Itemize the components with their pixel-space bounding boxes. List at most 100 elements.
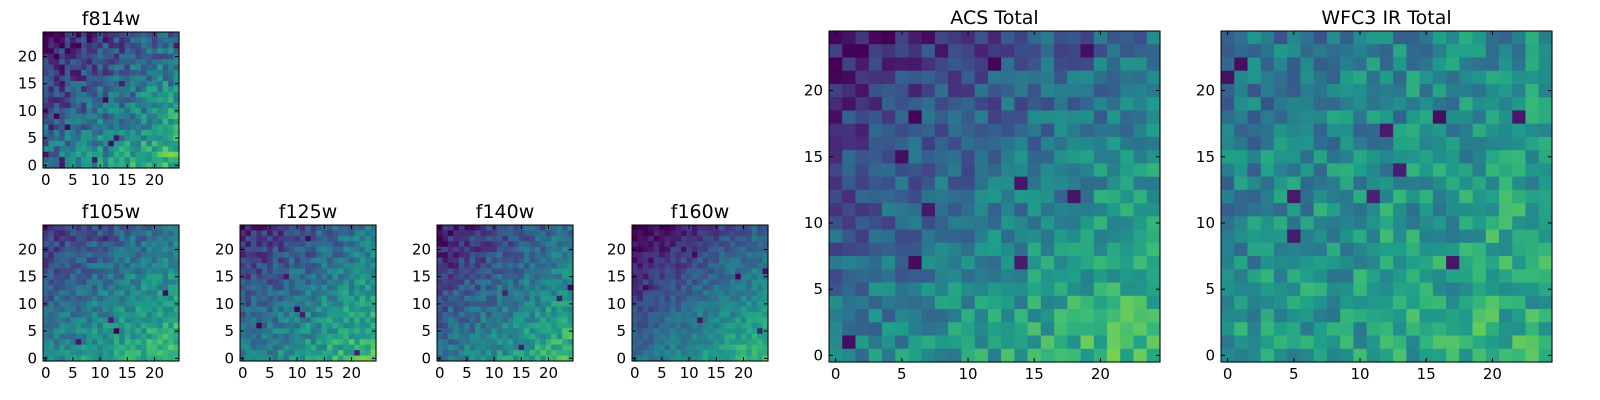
heatmap-cell [1393, 242, 1407, 257]
heatmap-cell [1221, 309, 1235, 323]
heatmap-cell [653, 246, 660, 253]
heatmap-cell [1027, 295, 1042, 310]
heatmap-cell [151, 322, 158, 329]
heatmap-cell [278, 268, 285, 275]
heatmap-cell [458, 257, 465, 264]
heatmap-cell [91, 59, 98, 66]
heatmap-cell [485, 263, 492, 270]
heatmap-cell [1014, 189, 1029, 204]
heatmap-cell [294, 263, 301, 270]
heatmap-cell [70, 290, 77, 297]
heatmap-cell [1146, 322, 1161, 337]
heatmap-cell [464, 350, 471, 357]
heatmap-cell [680, 333, 687, 340]
heatmap-cell [855, 136, 870, 151]
heatmap-cell [278, 279, 285, 286]
heatmap-cell [1512, 70, 1527, 85]
heatmap-cell [1406, 150, 1421, 164]
heatmap-cell [75, 317, 82, 324]
heatmap-cell [359, 312, 366, 319]
heatmap-cell [1406, 110, 1421, 125]
heatmap-cell [1512, 57, 1527, 72]
heatmap-cell [881, 150, 896, 164]
heatmap-cell [43, 306, 50, 313]
heatmap-cell [168, 317, 175, 324]
heatmap-cell [256, 344, 263, 351]
heatmap-cell [1221, 216, 1235, 231]
heatmap-cell [168, 91, 175, 98]
heatmap-cell [1146, 203, 1161, 217]
heatmap-cell [370, 263, 377, 270]
heatmap-cell [1221, 282, 1235, 297]
heatmap-cell [1366, 348, 1381, 363]
heatmap-cell [1538, 110, 1553, 125]
heatmap-cell [97, 350, 104, 357]
heatmap-cell [48, 124, 55, 131]
heatmap-cell [961, 203, 976, 217]
heatmap-cell [642, 279, 649, 286]
heatmap-cell [1260, 123, 1275, 138]
heatmap-cell [513, 333, 520, 340]
heatmap-cell [91, 252, 98, 259]
heatmap-cell [691, 246, 698, 253]
heatmap-cell [119, 322, 126, 329]
heatmap-cell [240, 290, 247, 297]
heatmap-cell [162, 235, 169, 242]
heatmap-cell [140, 97, 147, 104]
heatmap-cell [59, 59, 66, 66]
heatmap-cell [113, 235, 120, 242]
heatmap-cell [1146, 70, 1161, 85]
heatmap-cell [475, 328, 482, 335]
heatmap-cell [1067, 44, 1082, 59]
heatmap-cell [680, 263, 687, 270]
heatmap-cell [343, 328, 350, 335]
heatmap-cell [1040, 97, 1055, 112]
heatmap-cell [1067, 83, 1082, 98]
y-tick-label: 10 [18, 102, 37, 120]
heatmap-cell [135, 246, 142, 253]
heatmap-cell [1260, 256, 1275, 270]
heatmap-cell [653, 241, 660, 248]
heatmap-cell [475, 312, 482, 319]
chart-title: f125w [279, 201, 338, 223]
heatmap-cell [146, 295, 153, 302]
heatmap-cell [642, 257, 649, 264]
heatmap-cell [97, 53, 104, 60]
heatmap-cell [1273, 136, 1288, 151]
heatmap-cell [321, 350, 328, 357]
heatmap-cell [332, 268, 339, 275]
heatmap-cell [151, 113, 158, 120]
heatmap-cell [464, 241, 471, 248]
heatmap-cell [124, 317, 131, 324]
heatmap-cell [1054, 256, 1068, 270]
heatmap-cell [1093, 163, 1108, 178]
heatmap-cell [151, 241, 158, 248]
heatmap-cell [1146, 216, 1161, 231]
heatmap-cell [453, 230, 460, 237]
x-tick-label: 0 [1223, 365, 1233, 383]
heatmap-cell [1313, 348, 1328, 363]
heatmap-cell [1040, 123, 1055, 138]
heatmap-cell [151, 268, 158, 275]
x-tick-label: 15 [315, 364, 334, 382]
heatmap-cell [545, 241, 552, 248]
heatmap-cell [729, 284, 736, 291]
heatmap-cell [691, 241, 698, 248]
heatmap-cell [157, 225, 164, 232]
heatmap-cell [168, 75, 175, 82]
heatmap-cell [855, 309, 870, 323]
heatmap-cell [130, 135, 137, 142]
heatmap-cell [567, 339, 574, 346]
heatmap-cell [91, 317, 98, 324]
heatmap-cell [1525, 216, 1540, 231]
heatmap-cell [108, 42, 115, 49]
heatmap-cell [648, 317, 655, 324]
heatmap-cell [48, 268, 55, 275]
heatmap-cell [868, 282, 883, 297]
heatmap-cell [719, 350, 726, 357]
heatmap-cell [337, 246, 344, 253]
heatmap-cell [1287, 176, 1302, 191]
heatmap-cell [1093, 70, 1108, 85]
heatmap-cell [842, 150, 857, 164]
heatmap-cell [751, 225, 758, 232]
